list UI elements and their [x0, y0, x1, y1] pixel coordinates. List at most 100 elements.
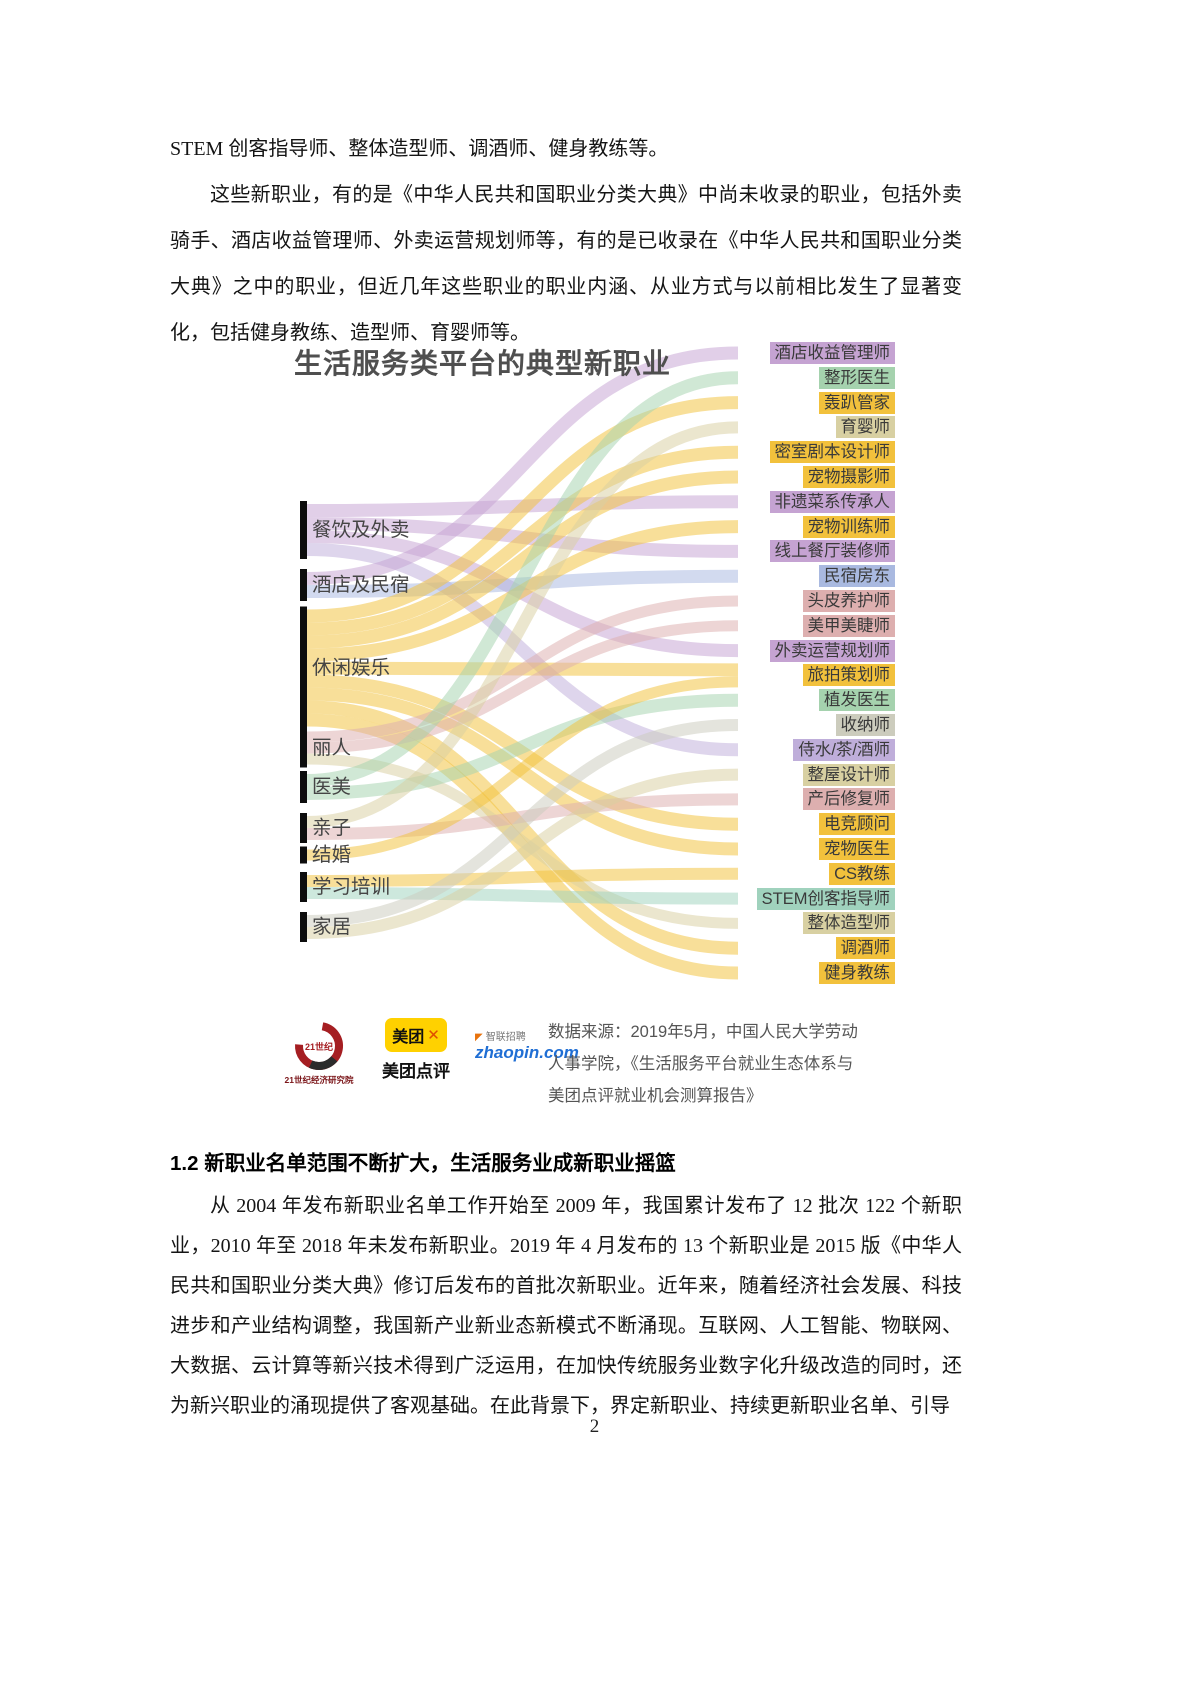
sankey-source-bar [300, 813, 307, 843]
zhaopin-domain: zhaopin.com [475, 1043, 579, 1062]
sankey-source-bar [300, 569, 307, 601]
sankey-target-highlight: 收纳师 [835, 714, 895, 736]
sankey-link [306, 693, 739, 800]
sankey-target-label: 整屋设计师 [475, 763, 895, 786]
sankey-target-highlight: 调酒师 [835, 937, 895, 960]
logo-zhaopin: ◤ 智联招聘 zhaopin.com [475, 1028, 595, 1063]
sankey-source-label: 丽人 [312, 737, 352, 759]
sankey-link [306, 867, 739, 887]
sankey-target-highlight: 旅拍策划师 [802, 664, 895, 687]
sankey-labels-layer: 餐饮及外卖 酒店及民宿 休闲娱乐 丽人 医美 亲子 结婚 学习培训 家居 酒店收益管理师 整形医生轰… [260, 338, 940, 1000]
sankey-source-bar [300, 606, 307, 730]
sankey-source-label: 亲子 [312, 817, 352, 839]
sankey-target-highlight: 整屋设计师 [802, 763, 895, 786]
sankey-link [306, 768, 739, 939]
sankey-target-label: 收纳师 [475, 714, 895, 736]
meituan-cutlery-icon: ✕ [427, 1027, 440, 1044]
sankey-target-highlight: 美甲美睫师 [802, 614, 895, 637]
sankey-link [306, 719, 739, 927]
sankey-target-highlight: 产后修复师 [802, 788, 895, 811]
sankey-target-label: 植发医生 [475, 689, 895, 712]
sankey-target-highlight: 宠物医生 [819, 838, 895, 860]
zhaopin-brand-row: ◤ 智联招聘 [475, 1028, 595, 1043]
sankey-target-highlight: 植发医生 [819, 689, 895, 712]
source-line-1: 数据来源：2019年5月，中国人民大学劳动 [548, 1023, 858, 1041]
sankey-target-label: 酒店收益管理师 [475, 342, 895, 364]
sankey-target-label: 育婴师 [475, 416, 895, 439]
sankey-link [306, 620, 739, 754]
sankey-link [306, 676, 739, 861]
sankey-target-highlight: 轰趴管家 [819, 391, 895, 414]
sankey-link [306, 346, 739, 585]
sankey-source-label: 结婚 [312, 844, 352, 866]
sankey-target-label: 整形医生 [475, 366, 895, 389]
meituan-badge-icon: 美团 ✕ [385, 1018, 447, 1052]
sankey-source-bar [300, 872, 307, 902]
sankey-link [306, 396, 739, 623]
sankey-target-highlight: 健身教练 [819, 962, 895, 984]
logo-21-icon: 21世纪 [293, 1020, 345, 1072]
logo-21-badge-text: 21世纪 [304, 1042, 333, 1052]
sankey-figure: 餐饮及外卖 酒店及民宿 休闲娱乐 丽人 医美 亲子 结婚 学习培训 家居 酒店收益管理师 整形医生轰… [260, 338, 940, 1000]
logo-meituan-dianping: 美团 ✕ 美团点评 [370, 1018, 462, 1082]
sankey-target-highlight: 电竞顾问 [819, 813, 895, 836]
sankey-target-label: 调酒师 [475, 937, 895, 960]
sankey-target-label: 宠物医生 [475, 838, 895, 860]
sankey-target-label: 侍水/茶/酒师 [475, 738, 895, 761]
sankey-target-highlight: 宠物训练师 [802, 515, 895, 538]
sankey-source-bar [300, 501, 307, 559]
page-number: 2 [589, 1416, 600, 1437]
sankey-target-highlight: 整形医生 [819, 366, 895, 389]
sankey-source-bar [300, 912, 307, 942]
section-paragraph: 从 2004 年发布新职业名单工作开始至 2009 年，我国累计发布了 12 批… [170, 1195, 962, 1417]
sankey-chart [300, 346, 739, 980]
logo-21st-century-research-institute: 21世纪 21世纪经济研究院 [276, 1020, 362, 1086]
sankey-target-label: 宠物摄影师 [475, 466, 895, 488]
section-heading: 1.2 新职业名单范围不断扩大，生活服务业成新职业摇篮 [170, 1152, 676, 1175]
sankey-target-label: 美甲美睫师 [475, 614, 895, 637]
data-source-note: 数据来源：2019年5月，中国人民大学劳动 人事学院，《生活服务平台就业生态体系… [548, 1016, 908, 1112]
sankey-link [306, 470, 739, 649]
sankey-target-label: 产后修复师 [475, 788, 895, 811]
sankey-target-label: 电竞顾问 [475, 813, 895, 836]
sankey-target-highlight: CS教练 [829, 862, 895, 885]
sankey-link [306, 887, 739, 905]
sankey-target-highlight: 侍水/茶/酒师 [793, 738, 895, 761]
sankey-target-label: 密室剧本设计师 [475, 441, 895, 464]
sankey-target-highlight: 民宿房东 [819, 565, 895, 588]
intro-continuation-text: STEM 创客指导师、整体造型师、调酒师、健身教练等。 [170, 138, 669, 160]
sankey-target-highlight: STEM创客指导师 [756, 887, 895, 910]
sankey-target-label: 整体造型师 [475, 912, 895, 935]
meituan-badge-text: 美团 [392, 1029, 425, 1046]
zhaopin-caption: 智联招聘 [485, 1032, 526, 1043]
sankey-source-bar [300, 846, 307, 864]
sankey-link [306, 371, 739, 787]
sankey-target-highlight: 外卖运营规划师 [769, 639, 895, 662]
sankey-source-label: 餐饮及外卖 [312, 519, 410, 541]
sankey-target-highlight: 宠物摄影师 [802, 466, 895, 488]
sankey-target-label: CS教练 [475, 862, 895, 885]
sankey-source-label: 休闲娱乐 [312, 657, 391, 679]
sankey-target-label: 健身教练 [475, 962, 895, 984]
sankey-link [306, 753, 739, 929]
sankey-target-highlight: 头皮养护师 [802, 590, 895, 612]
sankey-target-label: 外卖运营规划师 [475, 639, 895, 662]
sankey-link [306, 421, 739, 828]
intro-paragraph: 这些新职业，有的是《中华人民共和国职业分类大典》中尚未收录的职业，包括外卖骑手、… [170, 184, 962, 344]
sankey-target-label: 旅拍策划师 [475, 664, 895, 687]
sankey-source-bar [300, 728, 307, 768]
sankey-target-label: 民宿房东 [475, 565, 895, 588]
sankey-target-highlight: 酒店收益管理师 [769, 342, 895, 364]
sankey-target-highlight: 线上餐厅装修师 [769, 540, 895, 563]
sankey-target-label: 非遗菜系传承人 [475, 490, 895, 513]
sankey-source-label: 医美 [312, 776, 352, 798]
source-line-2: 人事学院，《生活服务平台就业生态体系与 [548, 1055, 854, 1073]
sankey-target-highlight: 育婴师 [835, 416, 895, 439]
sankey-target-label: 宠物训练师 [475, 515, 895, 538]
figure-footer: 21世纪 21世纪经济研究院 美团 ✕ 美团点评 ◤ 智联招聘 zhaopin.c… [270, 1014, 950, 1114]
sankey-target-highlight: 非遗菜系传承人 [769, 490, 895, 513]
zhaopin-mark-icon: ◤ [475, 1032, 483, 1043]
figure-title: 生活服务类平台的典型新职业 [294, 348, 672, 379]
sankey-target-label: 头皮养护师 [475, 590, 895, 612]
meituan-caption: 美团点评 [382, 1062, 450, 1081]
